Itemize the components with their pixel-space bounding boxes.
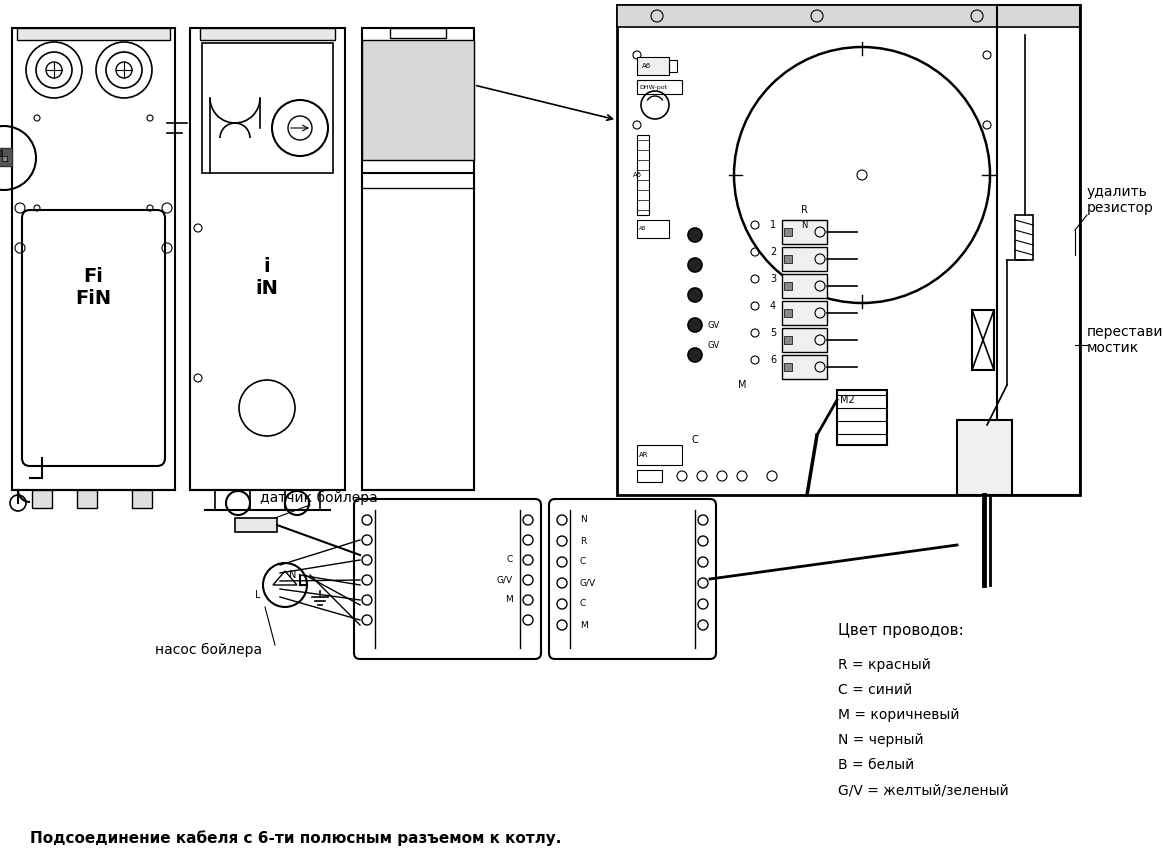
Circle shape bbox=[688, 258, 702, 272]
Bar bbox=[997, 5, 1080, 495]
Text: переставить
мостик: переставить мостик bbox=[1087, 325, 1163, 355]
Text: 6: 6 bbox=[770, 355, 776, 365]
Circle shape bbox=[688, 228, 702, 242]
Bar bbox=[362, 40, 475, 160]
Bar bbox=[782, 328, 827, 352]
Text: A6: A6 bbox=[642, 63, 651, 69]
Text: i
iN: i iN bbox=[256, 257, 278, 299]
Bar bbox=[215, 490, 250, 510]
Text: M: M bbox=[737, 380, 747, 390]
Bar bbox=[669, 60, 677, 72]
Text: C: C bbox=[692, 435, 699, 445]
Text: A8: A8 bbox=[638, 227, 647, 232]
Bar bbox=[0, 150, 2, 156]
Text: G/V: G/V bbox=[497, 576, 513, 584]
Text: Цвет проводов:: Цвет проводов: bbox=[839, 623, 964, 637]
Bar bbox=[957, 420, 1012, 495]
Bar bbox=[200, 28, 335, 40]
Text: DHW-pot: DHW-pot bbox=[638, 84, 668, 89]
Bar bbox=[972, 310, 994, 370]
Text: L: L bbox=[255, 590, 261, 600]
Text: N = черный: N = черный bbox=[839, 733, 923, 747]
Bar bbox=[782, 220, 827, 244]
Text: R = красный: R = красный bbox=[839, 658, 930, 672]
Bar bbox=[390, 28, 445, 38]
Bar bbox=[285, 490, 320, 510]
Text: M2: M2 bbox=[840, 395, 855, 405]
Bar bbox=[2, 156, 7, 161]
Bar bbox=[17, 28, 170, 40]
Bar bbox=[784, 255, 792, 263]
Bar bbox=[837, 390, 887, 445]
Bar bbox=[77, 490, 97, 508]
Bar bbox=[202, 43, 333, 173]
Text: насос бойлера: насос бойлера bbox=[155, 643, 262, 657]
Bar bbox=[784, 336, 792, 344]
Text: Подсоединение кабеля с 6-ти полюсным разъемом к котлу.: Подсоединение кабеля с 6-ти полюсным раз… bbox=[30, 831, 562, 846]
Bar bbox=[131, 490, 152, 508]
Bar bbox=[784, 282, 792, 290]
Text: GV: GV bbox=[707, 341, 719, 349]
Text: 2: 2 bbox=[770, 247, 776, 257]
Text: C: C bbox=[580, 600, 586, 608]
Bar bbox=[784, 363, 792, 371]
Circle shape bbox=[688, 348, 702, 362]
Bar bbox=[637, 80, 682, 94]
Bar bbox=[1015, 215, 1033, 260]
Bar bbox=[33, 490, 52, 508]
Bar bbox=[782, 274, 827, 298]
Text: AR: AR bbox=[638, 452, 649, 458]
Bar bbox=[235, 518, 277, 532]
Bar bbox=[637, 57, 669, 75]
Text: N: N bbox=[801, 221, 807, 229]
Text: R: R bbox=[800, 205, 807, 215]
Bar bbox=[12, 28, 174, 490]
Bar bbox=[784, 228, 792, 236]
Bar bbox=[637, 135, 649, 215]
Bar bbox=[637, 470, 662, 482]
Bar bbox=[0, 148, 12, 166]
Text: 3: 3 bbox=[770, 274, 776, 284]
Text: A5: A5 bbox=[633, 172, 642, 178]
Text: удалить
резистор: удалить резистор bbox=[1087, 185, 1154, 215]
Text: C = синий: C = синий bbox=[839, 683, 912, 697]
Text: G/V = желтый/зеленый: G/V = желтый/зеленый bbox=[839, 783, 1008, 797]
Bar bbox=[637, 445, 682, 465]
Text: 5: 5 bbox=[770, 328, 776, 338]
Text: R: R bbox=[580, 536, 586, 546]
Bar bbox=[190, 28, 345, 490]
Text: C: C bbox=[580, 558, 586, 566]
Text: M: M bbox=[505, 595, 513, 605]
Bar bbox=[637, 220, 669, 238]
Text: C: C bbox=[507, 555, 513, 565]
Text: N: N bbox=[288, 570, 297, 580]
Bar bbox=[782, 355, 827, 379]
Text: N: N bbox=[580, 516, 587, 524]
Bar bbox=[784, 309, 792, 317]
Text: 1: 1 bbox=[770, 220, 776, 230]
Circle shape bbox=[688, 288, 702, 302]
Bar bbox=[362, 28, 475, 490]
Text: 4: 4 bbox=[770, 301, 776, 311]
Circle shape bbox=[688, 318, 702, 332]
Bar bbox=[782, 301, 827, 325]
Text: B = белый: B = белый bbox=[839, 758, 914, 772]
Text: GV: GV bbox=[707, 321, 719, 329]
Text: датчик бойлера: датчик бойлера bbox=[261, 491, 378, 505]
Text: M: M bbox=[580, 620, 587, 630]
Text: Fi
FiN: Fi FiN bbox=[74, 268, 110, 309]
Bar bbox=[782, 247, 827, 271]
Bar bbox=[618, 5, 1080, 495]
Text: M = коричневый: M = коричневый bbox=[839, 708, 959, 722]
Bar bbox=[618, 5, 1080, 27]
Text: G/V: G/V bbox=[580, 578, 597, 588]
